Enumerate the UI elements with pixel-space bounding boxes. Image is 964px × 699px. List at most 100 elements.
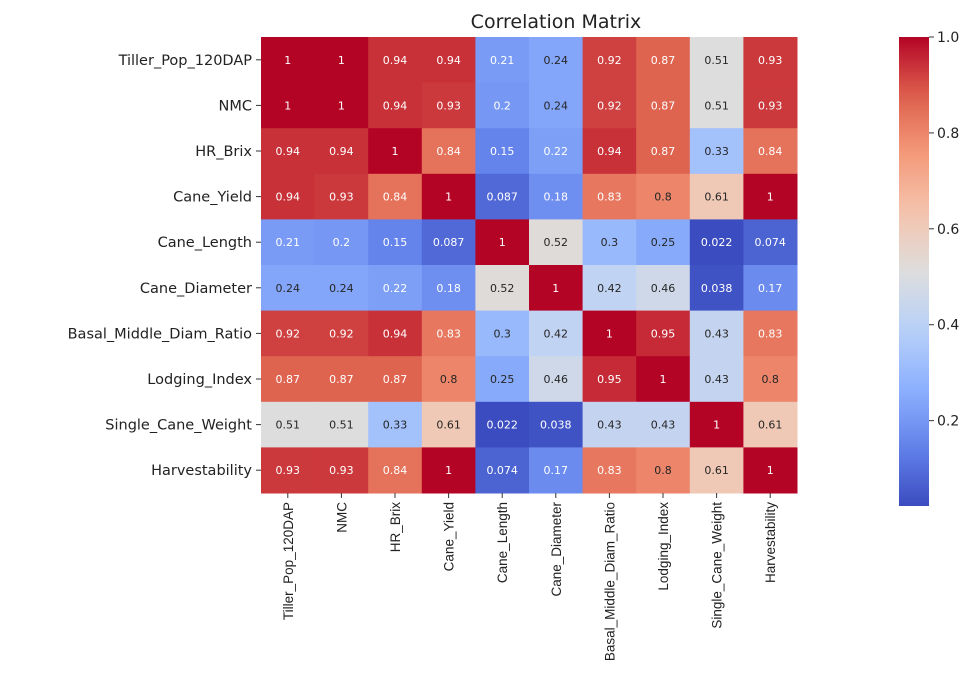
heatmap-cell [743, 173, 798, 220]
cell-value-label: 0.15 [490, 145, 515, 158]
cell-value-label: 0.94 [329, 145, 354, 158]
cell-value-label: 1 [660, 373, 667, 386]
heatmap-cell [689, 37, 744, 84]
heatmap-cell [689, 265, 744, 312]
x-tick-label: Cane_Diameter [549, 501, 564, 596]
cell-value-label: 1 [284, 99, 291, 112]
cell-value-label: 0.25 [651, 236, 676, 249]
heatmap-cell [636, 356, 691, 403]
cell-value-label: 1 [552, 282, 559, 295]
cell-value-label: 0.84 [758, 145, 783, 158]
colorbar-tick-label: 0.8 [937, 126, 959, 142]
y-tick-label: Cane_Yield [173, 190, 252, 206]
heatmap-cell [475, 401, 530, 448]
cell-value-label: 0.92 [276, 327, 301, 340]
cell-value-label: 0.087 [486, 191, 518, 204]
cell-value-label: 0.51 [704, 54, 729, 67]
heatmap-cells: 1 1 0.94 0.94 0.21 0.24 0.92 0.87 0.51 0.93 1 1 0.94… [261, 37, 798, 494]
heatmap-cell [314, 128, 369, 175]
heatmap-cell [314, 173, 369, 220]
x-tick-label: Basal_Middle_Diam_Ratio [602, 502, 617, 661]
cell-value-label: 0.52 [544, 236, 569, 249]
heatmap-cell [421, 37, 476, 84]
cell-value-label: 0.92 [329, 327, 354, 340]
heatmap-cell [636, 173, 691, 220]
heatmap-cell [421, 82, 476, 129]
heatmap-cell [689, 447, 744, 494]
cell-value-label: 0.17 [758, 282, 783, 295]
cell-value-label: 1 [499, 236, 506, 249]
cell-value-label: 0.61 [704, 464, 729, 477]
heatmap-cell [689, 310, 744, 357]
cell-value-label: 1 [338, 99, 345, 112]
cell-value-label: 0.94 [383, 99, 408, 112]
x-tick-label: Tiller_Pop_120DAP [281, 502, 296, 620]
cell-value-label: 0.84 [436, 145, 461, 158]
cell-value-label: 0.21 [490, 54, 515, 67]
heatmap-cell [743, 356, 798, 403]
heatmap-cell [582, 219, 637, 266]
heatmap-cell [314, 401, 369, 448]
cell-value-label: 0.087 [433, 236, 465, 249]
heatmap-cell [368, 173, 423, 220]
heatmap-cell [261, 401, 316, 448]
cell-value-label: 1 [284, 54, 291, 67]
cell-value-label: 0.21 [276, 236, 301, 249]
heatmap-cell [743, 447, 798, 494]
cell-value-label: 0.94 [383, 54, 408, 67]
heatmap-cell [529, 37, 584, 84]
heatmap-cell [421, 219, 476, 266]
cell-value-label: 0.61 [758, 419, 783, 432]
heatmap-cell [743, 219, 798, 266]
cell-value-label: 1 [713, 419, 720, 432]
cell-value-label: 0.15 [383, 236, 408, 249]
cell-value-label: 0.8 [654, 464, 672, 477]
heatmap-cell [261, 356, 316, 403]
cell-value-label: 1 [392, 145, 399, 158]
cell-value-label: 0.93 [329, 191, 354, 204]
cell-value-label: 0.3 [601, 236, 619, 249]
heatmap-cell [582, 82, 637, 129]
y-tick-label: Lodging_Index [147, 372, 252, 388]
heatmap-cell [475, 447, 530, 494]
heatmap-cell [314, 310, 369, 357]
chart-title: Correlation Matrix [471, 11, 642, 33]
cell-value-label: 0.24 [329, 282, 354, 295]
colorbar: 0.2 0.4 0.6 0.8 1.0 [899, 30, 959, 506]
cell-value-label: 0.43 [651, 419, 676, 432]
cell-value-label: 0.61 [704, 191, 729, 204]
y-tick-label: Single_Cane_Weight [105, 418, 252, 434]
cell-value-label: 0.93 [436, 99, 461, 112]
heatmap-cell [636, 219, 691, 266]
heatmap-cell [582, 310, 637, 357]
y-tick-label: Tiller_Pop_120DAP [118, 53, 253, 69]
heatmap-cell [475, 128, 530, 175]
heatmap-cell [743, 401, 798, 448]
heatmap-cell [529, 447, 584, 494]
heatmap-cell [314, 82, 369, 129]
cell-value-label: 0.83 [436, 327, 461, 340]
y-tick-label: HR_Brix [195, 144, 252, 160]
colorbar-tick-label: 0.6 [937, 222, 959, 238]
cell-value-label: 0.17 [544, 464, 569, 477]
heatmap-cell [689, 356, 744, 403]
heatmap-cell [314, 265, 369, 312]
cell-value-label: 0.92 [597, 99, 622, 112]
cell-value-label: 0.46 [651, 282, 676, 295]
cell-value-label: 0.83 [597, 191, 622, 204]
cell-value-label: 1 [445, 464, 452, 477]
heatmap-cell [475, 265, 530, 312]
heatmap-cell [261, 173, 316, 220]
heatmap-cell [314, 447, 369, 494]
heatmap-cell [689, 128, 744, 175]
cell-value-label: 0.94 [383, 327, 408, 340]
heatmap-cell [368, 219, 423, 266]
heatmap-cell [368, 310, 423, 357]
heatmap-cell [529, 310, 584, 357]
x-tick-label: Single_Cane_Weight [710, 502, 725, 629]
cell-value-label: 0.074 [754, 236, 786, 249]
heatmap-cell [529, 401, 584, 448]
cell-value-label: 0.87 [276, 373, 301, 386]
heatmap-cell [368, 82, 423, 129]
heatmap-cell [582, 37, 637, 84]
